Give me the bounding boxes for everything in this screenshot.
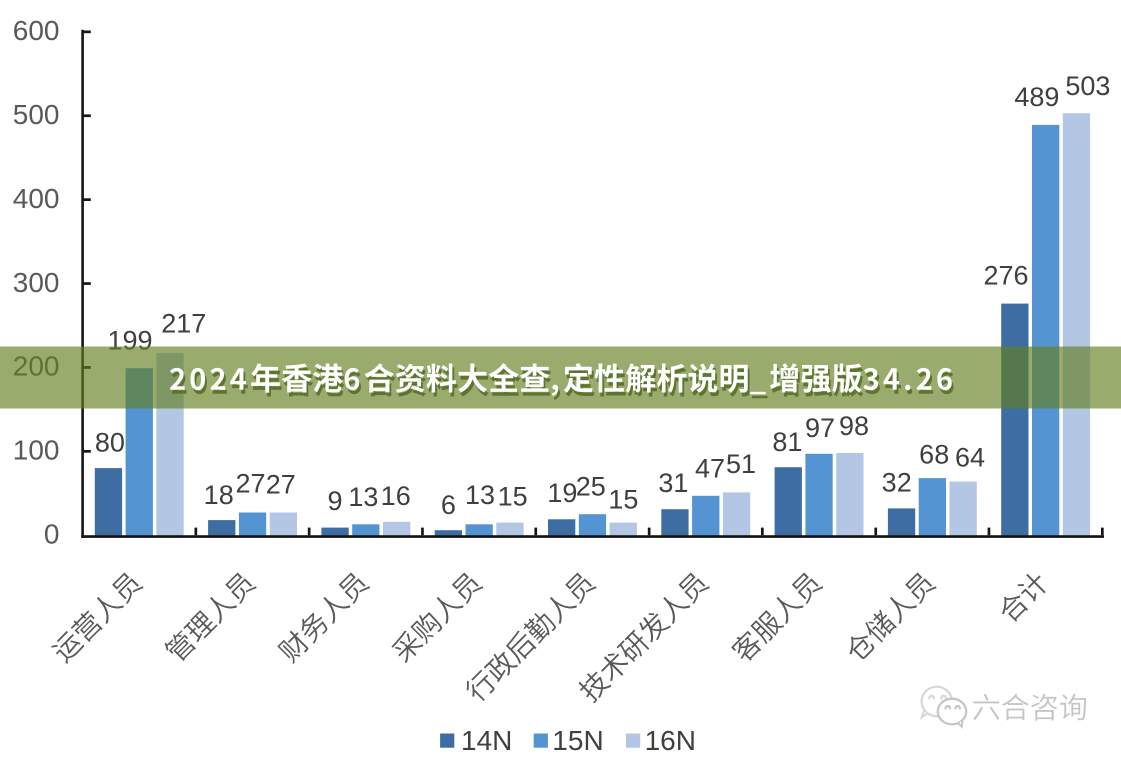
svg-text:47: 47 [695, 453, 725, 483]
svg-text:300: 300 [13, 267, 60, 298]
svg-text:32: 32 [882, 468, 912, 498]
svg-text:51: 51 [726, 449, 756, 479]
svg-text:64: 64 [955, 443, 985, 473]
svg-text:18: 18 [204, 480, 234, 510]
svg-text:15: 15 [498, 481, 528, 511]
svg-text:0: 0 [44, 519, 60, 550]
svg-text:100: 100 [13, 435, 60, 466]
svg-text:31: 31 [658, 468, 688, 498]
svg-text:489: 489 [1014, 82, 1059, 112]
svg-text:503: 503 [1065, 71, 1110, 101]
svg-text:97: 97 [805, 413, 835, 443]
svg-text:13: 13 [348, 482, 378, 512]
svg-text:25: 25 [576, 472, 606, 502]
svg-text:98: 98 [839, 411, 869, 441]
svg-text:16N: 16N [645, 725, 696, 756]
svg-text:14N: 14N [461, 725, 512, 756]
svg-text:80: 80 [95, 428, 125, 458]
svg-text:19: 19 [547, 478, 577, 508]
svg-text:16: 16 [381, 481, 411, 511]
svg-text:217: 217 [161, 308, 206, 338]
svg-text:13: 13 [465, 480, 495, 510]
svg-text:81: 81 [772, 427, 802, 457]
svg-text:27: 27 [235, 469, 265, 499]
svg-text:27: 27 [266, 470, 296, 500]
svg-text:400: 400 [13, 183, 60, 214]
svg-text:15N: 15N [552, 725, 603, 756]
svg-text:15: 15 [608, 485, 638, 515]
svg-text:500: 500 [13, 99, 60, 130]
svg-text:6: 6 [441, 490, 456, 520]
svg-text:9: 9 [327, 486, 342, 516]
svg-text:276: 276 [983, 260, 1028, 290]
svg-text:600: 600 [13, 15, 60, 46]
svg-text:68: 68 [919, 439, 949, 469]
